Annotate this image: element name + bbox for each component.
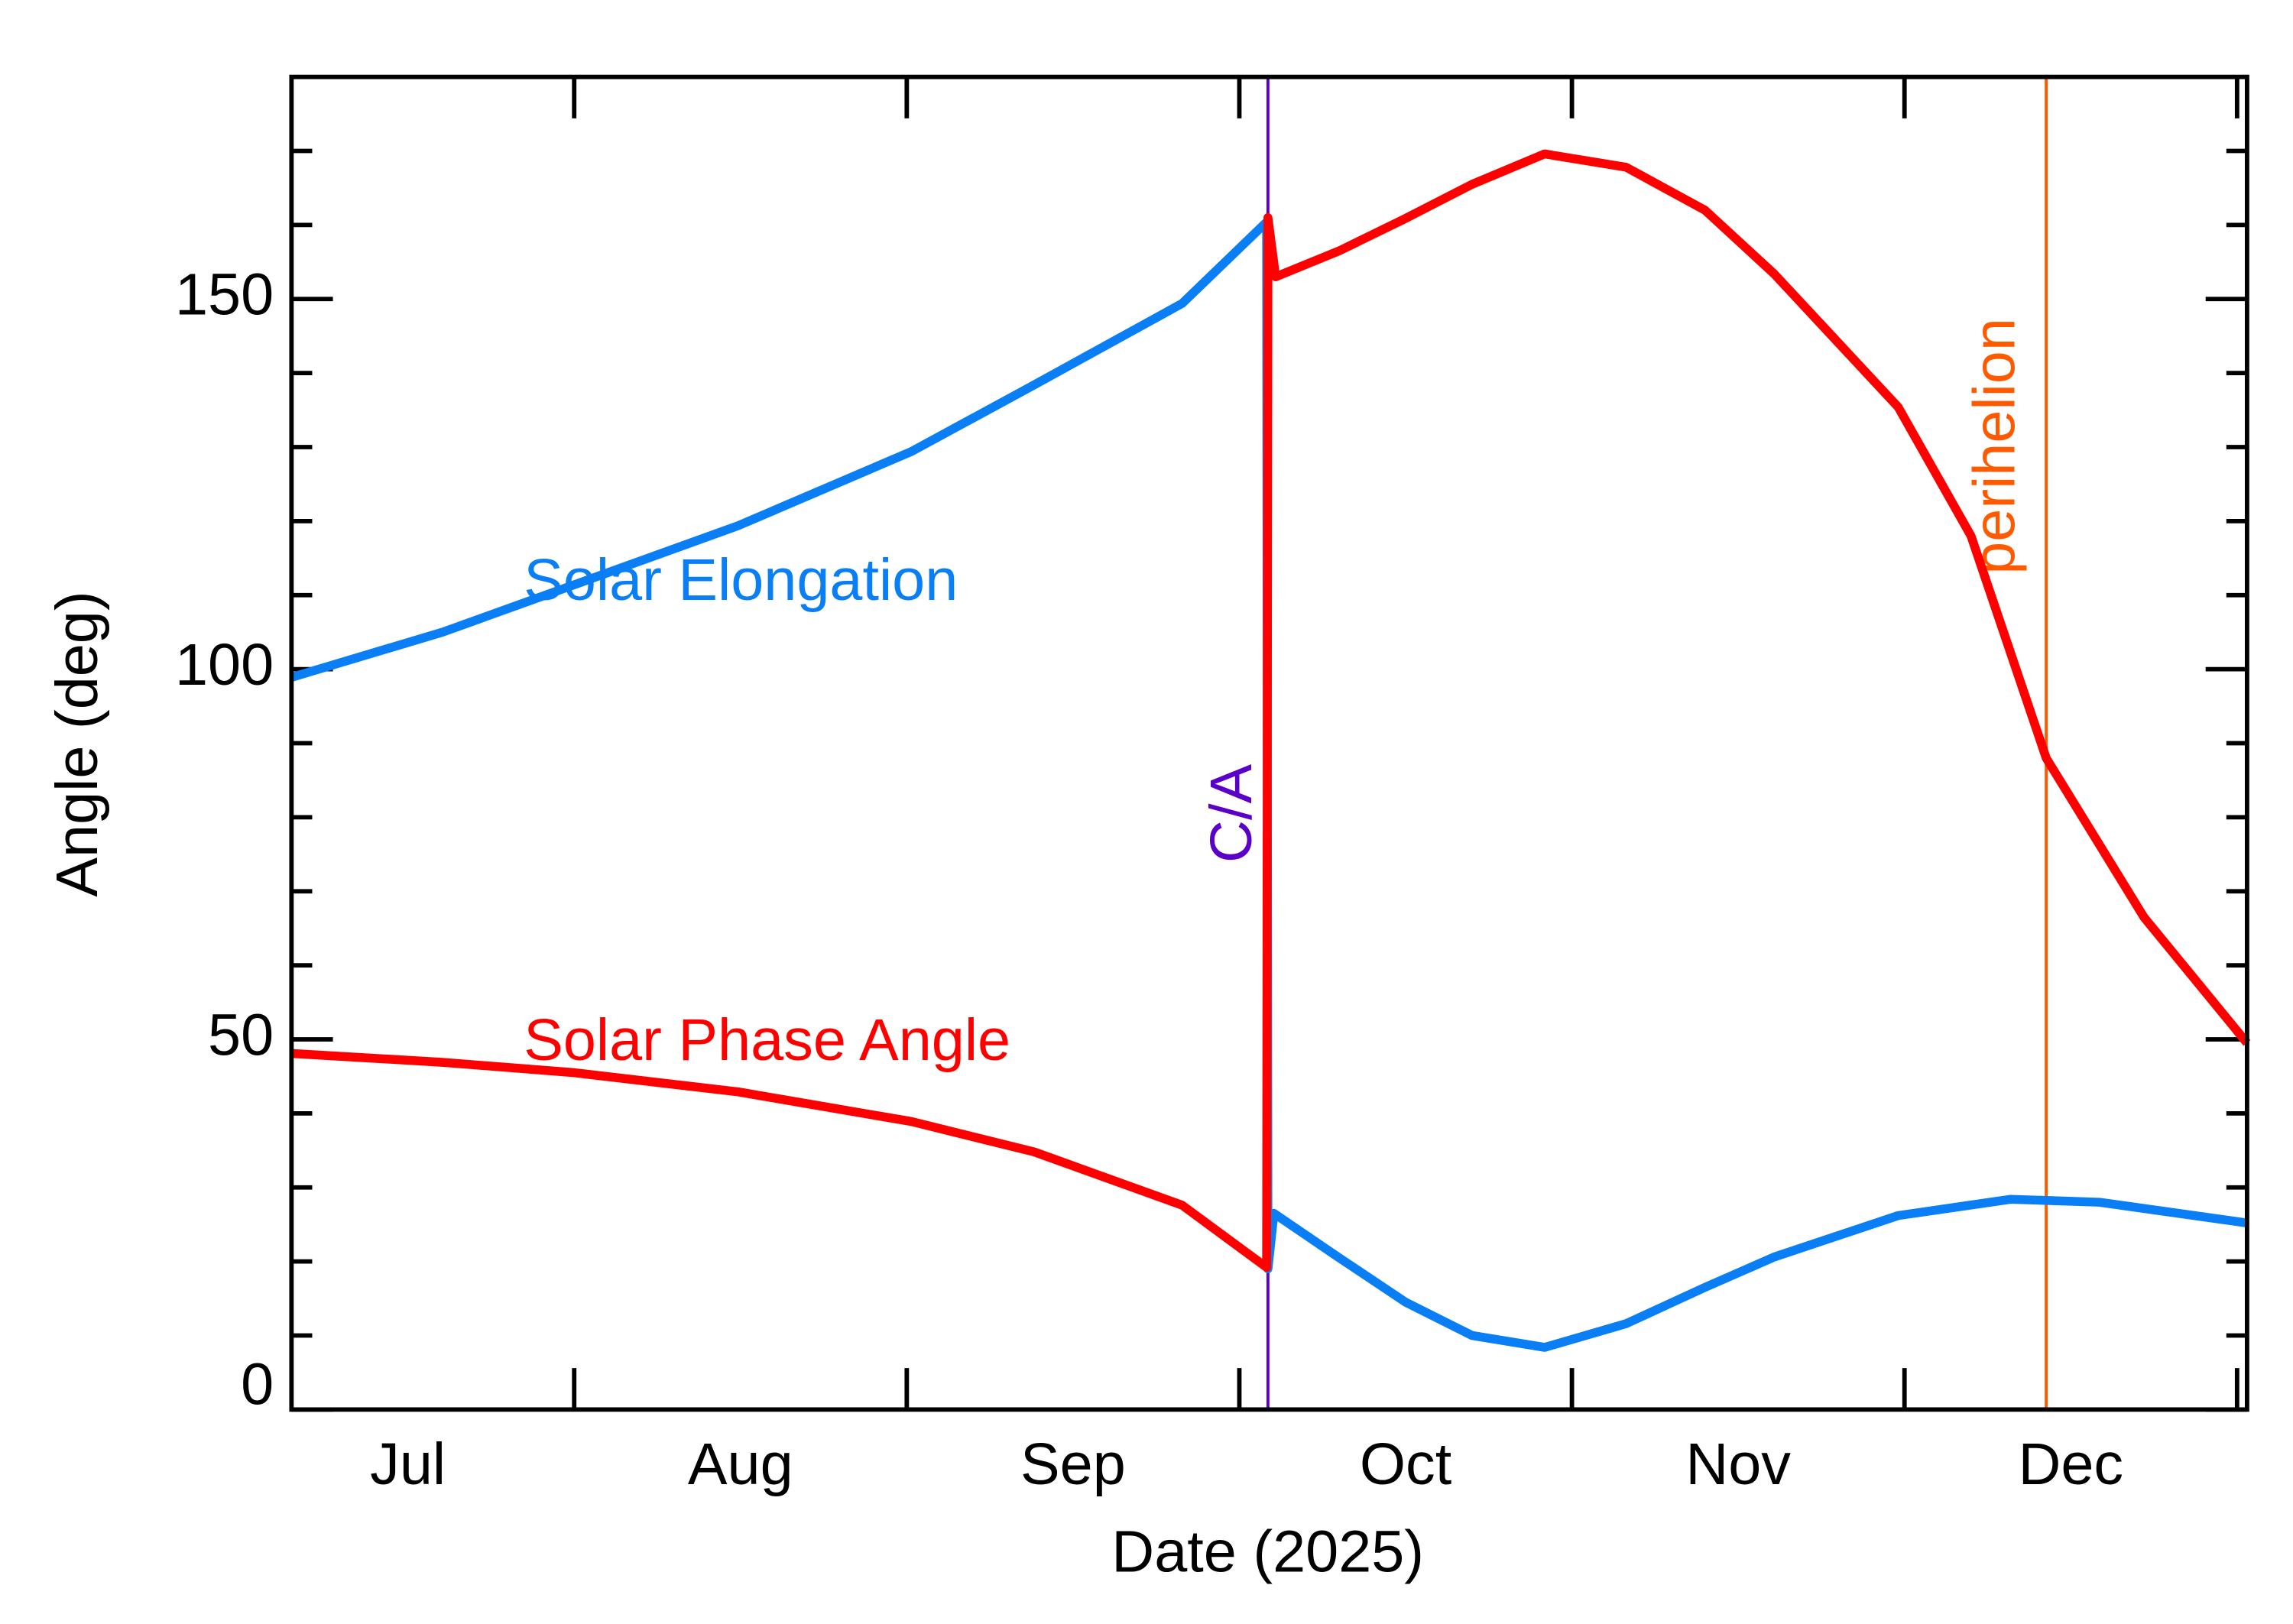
y-tick-label: 0 xyxy=(241,1352,274,1418)
y-tick-label: 100 xyxy=(175,632,274,698)
x-tick-label: Sep xyxy=(1020,1431,1126,1497)
series-label: Solar Phase Angle xyxy=(524,1007,1010,1073)
event-label: C/A xyxy=(1198,764,1264,863)
series-label: Solar Elongation xyxy=(524,547,958,613)
x-tick-label: Aug xyxy=(688,1431,793,1497)
y-axis-label: Angle (deg) xyxy=(44,591,110,896)
y-tick-label: 150 xyxy=(175,262,274,328)
x-tick-label: Dec xyxy=(2018,1431,2123,1497)
series-line xyxy=(291,149,2251,1272)
x-tick-label: Nov xyxy=(1685,1431,1791,1497)
plot-frame xyxy=(289,74,2249,1412)
y-tick-label: 50 xyxy=(208,1002,274,1068)
x-tick-label: Oct xyxy=(1360,1431,1451,1497)
x-axis-label: Date (2025) xyxy=(1111,1519,1424,1584)
x-tick-label: Jul xyxy=(370,1431,446,1497)
series-line xyxy=(290,217,2248,1352)
